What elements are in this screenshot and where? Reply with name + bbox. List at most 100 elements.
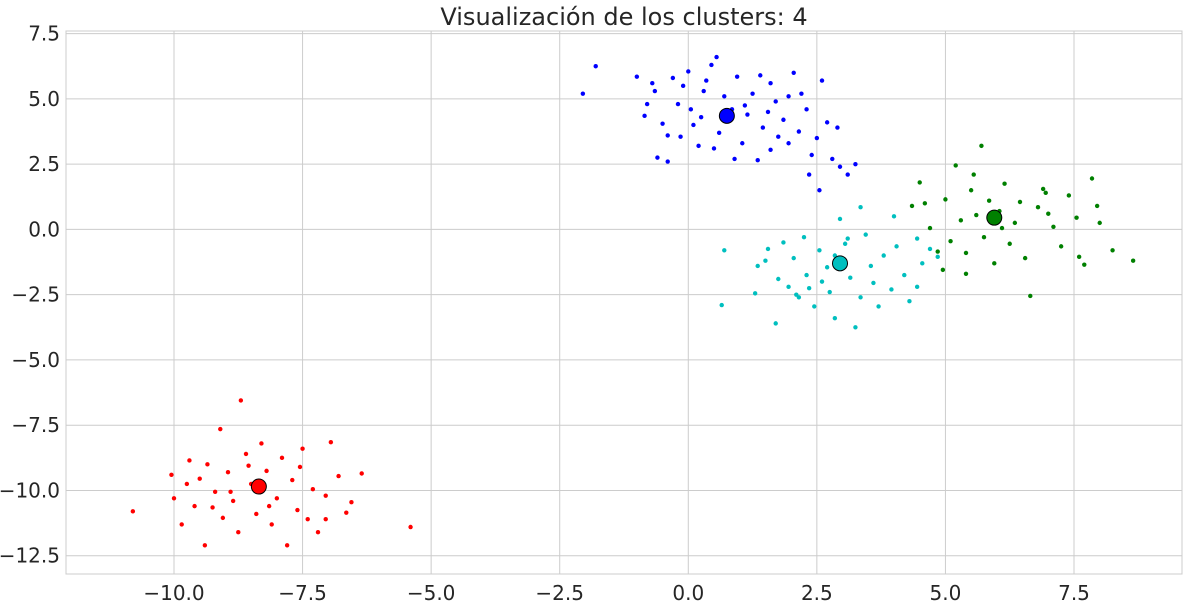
data-point <box>732 156 737 162</box>
data-point <box>236 530 241 535</box>
data-point <box>740 141 745 146</box>
data-point <box>948 238 953 244</box>
data-point <box>794 292 799 297</box>
data-point <box>269 522 274 527</box>
data-point <box>858 295 863 300</box>
data-point <box>943 197 948 202</box>
data-point <box>776 134 781 139</box>
data-point <box>786 284 791 290</box>
data-point <box>935 254 940 260</box>
data-point <box>853 161 858 167</box>
data-point <box>1022 255 1028 261</box>
data-point <box>894 244 899 249</box>
data-point <box>958 218 964 223</box>
data-point <box>842 241 848 246</box>
data-point <box>809 152 814 158</box>
data-point <box>688 107 694 112</box>
x-axis-ticks: −10.0 −7.5 −5.0 −2.5 0.0 2.5 5.0 7.5 <box>143 581 1090 605</box>
data-point <box>680 83 686 89</box>
chart-title: Visualización de los clusters: 4 <box>440 3 807 31</box>
data-point <box>1130 258 1136 263</box>
data-point <box>755 263 760 269</box>
data-point <box>858 205 863 210</box>
data-point <box>171 496 177 501</box>
data-point <box>819 78 825 83</box>
data-point <box>709 62 714 68</box>
data-point <box>832 315 838 321</box>
data-point <box>819 279 825 284</box>
data-point <box>359 471 364 476</box>
data-point <box>1012 220 1018 226</box>
data-point <box>796 129 802 134</box>
data-point <box>220 515 226 521</box>
data-point <box>889 287 894 292</box>
data-point <box>755 158 760 163</box>
data-point <box>981 235 987 240</box>
data-point <box>909 203 915 209</box>
data-point <box>845 172 850 177</box>
data-point <box>781 117 786 122</box>
data-point <box>665 133 670 138</box>
data-point <box>274 496 280 501</box>
data-point <box>1082 262 1087 267</box>
data-point <box>696 143 701 149</box>
data-point <box>336 473 341 479</box>
centroid-marker <box>986 209 1003 226</box>
data-point <box>837 216 843 222</box>
data-point <box>1058 244 1064 249</box>
data-point <box>935 249 940 254</box>
x-tick-label: −2.5 <box>535 581 584 605</box>
data-point <box>1035 205 1041 210</box>
data-point <box>655 155 660 160</box>
data-point <box>678 134 683 139</box>
data-point <box>722 248 727 253</box>
y-tick-label: −12.5 <box>0 544 60 568</box>
data-point <box>305 516 310 522</box>
data-point <box>264 468 269 474</box>
data-point <box>1089 176 1095 181</box>
data-point <box>845 236 850 241</box>
data-point <box>953 163 958 168</box>
data-point <box>927 246 933 252</box>
data-point <box>1066 193 1072 198</box>
data-point <box>812 304 817 309</box>
data-point <box>1046 211 1051 216</box>
data-point <box>837 164 843 169</box>
data-point <box>920 261 925 266</box>
data-point <box>297 464 303 470</box>
data-point <box>246 463 251 468</box>
data-point <box>914 284 920 290</box>
data-point <box>349 500 354 505</box>
data-point <box>765 246 771 252</box>
data-point <box>776 276 781 282</box>
data-point <box>716 130 722 136</box>
grid-lines <box>66 31 1182 574</box>
data-point <box>902 272 907 278</box>
data-point <box>804 107 809 112</box>
data-point <box>295 507 300 513</box>
data-point <box>974 212 979 218</box>
data-point <box>1074 215 1079 220</box>
data-point <box>642 113 647 119</box>
x-tick-label: −7.5 <box>278 581 327 605</box>
y-tick-label: 5.0 <box>28 87 60 111</box>
data-point <box>197 476 202 481</box>
data-point <box>1076 254 1082 260</box>
data-points <box>130 54 1136 548</box>
data-point <box>634 74 640 79</box>
data-point <box>665 159 670 164</box>
x-tick-label: 7.5 <box>1058 581 1090 605</box>
data-point <box>824 265 830 270</box>
data-point <box>927 225 933 231</box>
data-point <box>1028 293 1033 299</box>
data-point <box>773 99 778 104</box>
data-point <box>675 101 681 107</box>
data-point <box>891 214 897 219</box>
data-point <box>192 503 197 509</box>
y-tick-label: 2.5 <box>28 152 60 176</box>
data-point <box>644 101 650 107</box>
data-point <box>863 232 868 237</box>
data-point <box>698 114 704 120</box>
data-point <box>799 91 804 96</box>
